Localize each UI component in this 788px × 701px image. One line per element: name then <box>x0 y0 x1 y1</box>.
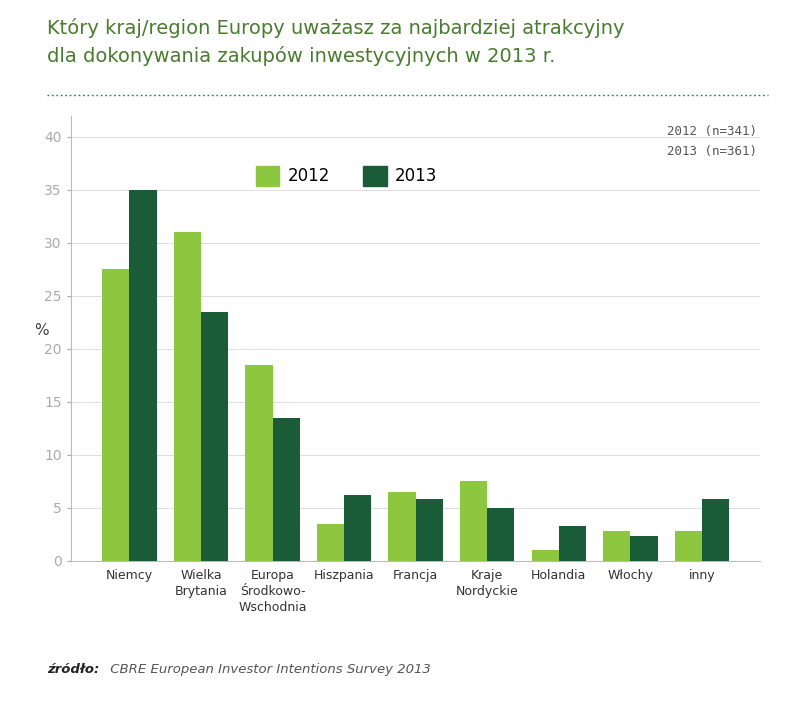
Legend: 2012, 2013: 2012, 2013 <box>249 160 444 192</box>
Text: 2012 (n=341)
2013 (n=361): 2012 (n=341) 2013 (n=361) <box>667 125 757 158</box>
Bar <box>415 499 443 561</box>
Bar <box>559 526 586 561</box>
Bar <box>201 312 229 561</box>
Bar <box>102 269 129 561</box>
Bar <box>388 492 415 561</box>
Text: dla dokonywania zakupów inwestycyjnych w 2013 r.: dla dokonywania zakupów inwestycyjnych w… <box>47 46 556 66</box>
Text: źródło:: źródło: <box>47 663 99 676</box>
Bar <box>460 482 487 561</box>
Bar <box>532 550 559 561</box>
Bar <box>487 508 515 561</box>
Text: Który kraj/region Europy uważasz za najbardziej atrakcyjny: Który kraj/region Europy uważasz za najb… <box>47 18 625 38</box>
Bar <box>675 531 702 561</box>
Bar <box>273 418 299 561</box>
Bar <box>702 499 729 561</box>
Bar <box>603 531 630 561</box>
Bar <box>317 524 344 561</box>
Bar <box>129 190 157 561</box>
Bar <box>245 365 273 561</box>
Bar <box>344 495 371 561</box>
Bar <box>630 536 657 561</box>
Bar <box>174 232 201 561</box>
Y-axis label: %: % <box>34 323 49 339</box>
Text: CBRE European Investor Intentions Survey 2013: CBRE European Investor Intentions Survey… <box>106 663 431 676</box>
